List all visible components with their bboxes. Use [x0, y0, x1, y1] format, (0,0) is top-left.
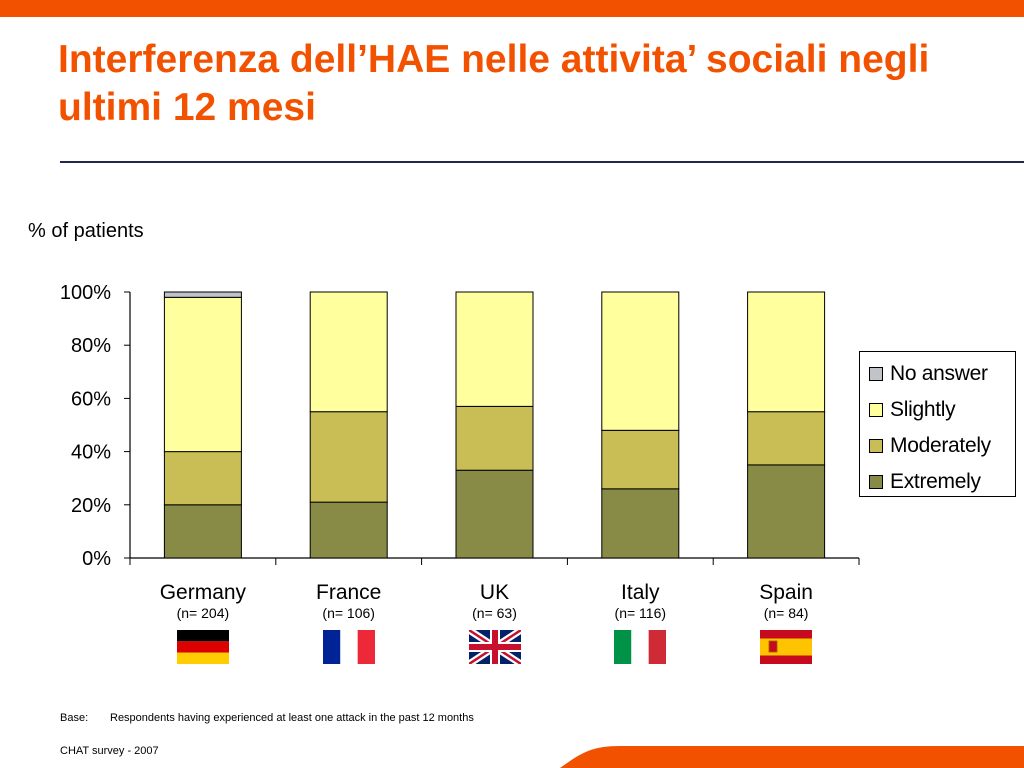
bar-italy-moderately — [601, 429, 680, 490]
category-sample-size: (n= 84) — [763, 605, 809, 621]
category-label: Spain (n= 84) — [716, 581, 856, 621]
bar-germany-moderately — [163, 451, 242, 506]
legend-swatch — [869, 475, 883, 489]
category-name: Germany — [159, 581, 247, 604]
y-tick-label: 0% — [82, 548, 111, 570]
slide-title: Interferenza dell’HAE nelle attivita’ so… — [58, 38, 930, 129]
footnote-label: Base: — [60, 712, 89, 724]
category-label: Germany (n= 204) — [133, 581, 273, 621]
category-sample-size: (n= 116) — [614, 605, 667, 621]
bar-italy-slightly — [601, 291, 680, 431]
bar-france-slightly — [309, 291, 388, 413]
category-label: UK (n= 63) — [425, 581, 565, 621]
bar-spain-moderately — [747, 411, 826, 466]
footnote-text: Respondents having experienced at least … — [110, 712, 474, 724]
y-tick-label: 80% — [71, 335, 111, 357]
bar-uk-moderately — [455, 405, 534, 471]
bar-uk-extremely — [455, 469, 534, 559]
legend-swatch — [869, 403, 883, 417]
y-tick-label: 40% — [71, 442, 111, 464]
corner-swoosh — [560, 746, 1024, 768]
source-note: CHAT survey - 2007 — [60, 745, 159, 757]
bar-germany-extremely — [163, 504, 242, 559]
legend-label: Slightly — [890, 398, 956, 421]
flag-spain-icon — [760, 630, 813, 664]
category-name: Spain — [759, 581, 813, 604]
y-tick-label: 100% — [60, 282, 111, 304]
flag-germany-icon — [176, 630, 229, 664]
y-tick-label: 20% — [71, 495, 111, 517]
title-divider — [60, 161, 1024, 163]
legend-label: Moderately — [890, 434, 991, 457]
y-axis-label: % of patients — [28, 220, 144, 242]
bar-germany-no-answer — [163, 291, 242, 298]
category-label: France (n= 106) — [279, 581, 419, 621]
flag-france-icon — [322, 630, 375, 664]
flag-italy-icon — [614, 630, 667, 664]
category-name: France — [316, 581, 382, 604]
top-accent-bar — [0, 0, 1024, 17]
legend-item-moderately: Moderately — [869, 432, 991, 460]
legend-swatch — [869, 439, 883, 453]
legend-label: Extremely — [890, 470, 981, 493]
legend-item-slightly: Slightly — [869, 396, 956, 424]
bar-france-moderately — [309, 411, 388, 503]
category-name: UK — [479, 581, 510, 604]
bar-italy-extremely — [601, 488, 680, 559]
bar-uk-slightly — [455, 291, 534, 407]
legend-label: No answer — [890, 362, 988, 385]
bar-germany-slightly — [163, 296, 242, 453]
category-sample-size: (n= 106) — [322, 605, 375, 621]
category-sample-size: (n= 204) — [176, 605, 230, 621]
bar-france-extremely — [309, 501, 388, 559]
category-sample-size: (n= 63) — [472, 605, 517, 621]
bar-spain-extremely — [747, 464, 826, 559]
category-label: Italy (n= 116) — [570, 581, 710, 621]
legend-item-extremely: Extremely — [869, 468, 981, 496]
y-tick-label: 60% — [71, 388, 111, 410]
legend-swatch — [869, 367, 883, 381]
footnote: Base: Respondents having experienced at l… — [60, 712, 474, 724]
legend-item-no-answer: No answer — [869, 360, 988, 388]
bar-spain-slightly — [747, 291, 826, 413]
chart-legend: No answer Slightly Moderately Extremely — [859, 351, 1016, 497]
flag-uk-icon — [468, 630, 521, 664]
category-name: Italy — [621, 581, 660, 604]
